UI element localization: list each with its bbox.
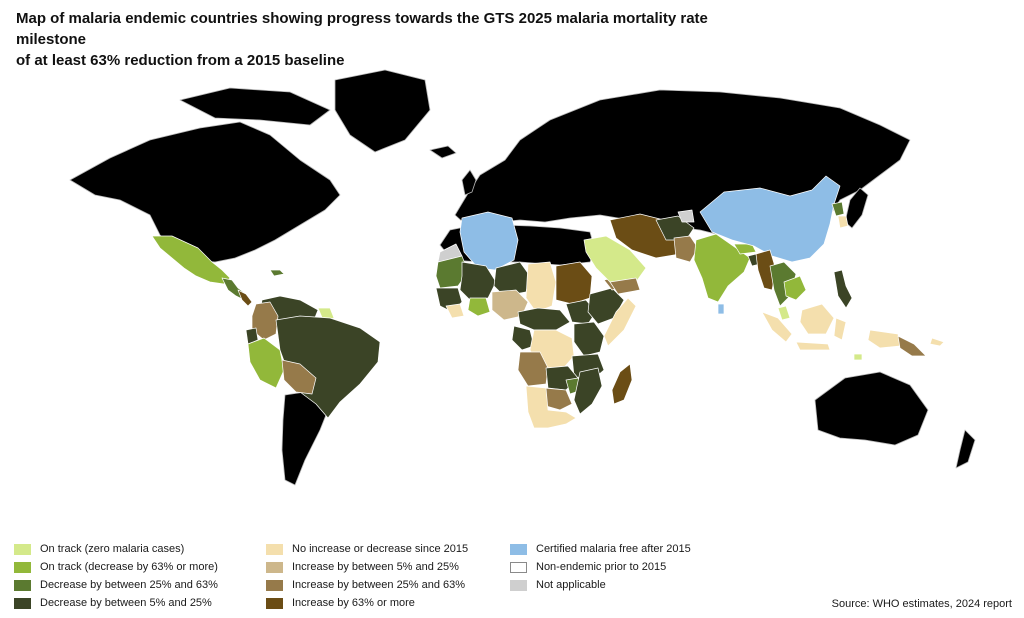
region-uganda-kenya (573, 321, 605, 357)
legend-label: No increase or decrease since 2015 (292, 543, 469, 555)
region-china (699, 175, 841, 263)
landmass-new-zealand (955, 429, 976, 469)
legend-item-zero-cases: On track (zero malaria cases) (14, 540, 218, 558)
legend-item-increase-25-63: Increase by between 25% and 63% (266, 576, 468, 594)
region-malaysia (777, 305, 791, 321)
region-korea-dprk (831, 201, 845, 217)
legend-label: Not applicable (536, 579, 606, 591)
legend-item-on-track: On track (decrease by 63% or more) (14, 558, 218, 576)
region-mauritania (435, 255, 469, 289)
map-title-line-2: of at least 63% reduction from a 2015 ba… (16, 52, 345, 69)
region-ghana-burkina (467, 297, 491, 317)
region-solomon-islands (929, 337, 945, 347)
region-indonesia-sulawesi (833, 317, 847, 341)
landmass-australia (814, 371, 929, 446)
legend-label: Certified malaria free after 2015 (536, 543, 691, 555)
region-cameroon-car (517, 307, 571, 331)
legend-label: Non-endemic prior to 2015 (536, 561, 667, 573)
legend-swatch (266, 543, 283, 555)
region-myanmar (755, 249, 777, 291)
legend-label: On track (zero malaria cases) (40, 543, 185, 555)
legend-item-decrease-5-25: Decrease by between 5% and 25% (14, 594, 218, 612)
legend-column-1: On track (zero malaria cases) On track (… (14, 540, 218, 612)
legend-swatch (510, 543, 527, 555)
region-chad (525, 261, 557, 313)
region-angola (517, 351, 549, 387)
region-bolivia-paraguay (281, 359, 317, 395)
region-timor (853, 353, 863, 361)
region-sri-lanka (717, 303, 725, 315)
region-gabon-congo (511, 325, 535, 351)
region-papua-new-guinea (897, 335, 927, 357)
region-cambodia-vietnam (783, 275, 807, 301)
region-indonesia-borneo (799, 303, 835, 335)
region-niger (493, 261, 531, 297)
legend-item-non-endemic: Non-endemic prior to 2015 (510, 558, 691, 576)
legend-item-certified-free: Certified malaria free after 2015 (510, 540, 691, 558)
legend-item-no-change: No increase or decrease since 2015 (266, 540, 468, 558)
legend-label: Increase by 63% or more (292, 597, 415, 609)
region-hispaniola (269, 269, 285, 277)
endemic-countries (151, 175, 945, 429)
map-title-line-1: Map of malaria endemic countries showing… (16, 10, 708, 48)
legend-item-increase-5-25: Increase by between 5% and 25% (266, 558, 468, 576)
legend-swatch (14, 579, 31, 591)
landmass-north-america (69, 121, 341, 263)
landmass-uk (461, 169, 477, 196)
region-peru (247, 337, 285, 389)
region-indonesia-java (795, 341, 831, 351)
legend-swatch (14, 543, 31, 555)
world-map (69, 69, 976, 486)
region-colombia (251, 301, 279, 341)
region-papua (867, 329, 901, 349)
landmass-greenland (334, 69, 431, 153)
legend-swatch (266, 579, 283, 591)
region-algeria (459, 211, 519, 271)
map-title: Map of malaria endemic countries showing… (16, 8, 776, 71)
region-sierra-leone-liberia (445, 303, 465, 319)
legend-swatch (266, 597, 283, 609)
region-mexico (151, 235, 231, 285)
legend-label: Decrease by between 5% and 25% (40, 597, 212, 609)
legend-swatch (14, 561, 31, 573)
region-tajikistan (677, 209, 695, 223)
region-indonesia-sumatra (761, 311, 793, 343)
legend-column-2: No increase or decrease since 2015 Incre… (266, 540, 468, 612)
legend-swatch (266, 561, 283, 573)
legend-label: On track (decrease by 63% or more) (40, 561, 218, 573)
region-india (693, 233, 751, 303)
region-nicaragua-panama (237, 289, 253, 307)
legend-label: Increase by between 25% and 63% (292, 579, 466, 591)
region-southern-africa (525, 385, 577, 429)
legend-item-not-applicable: Not applicable (510, 576, 691, 594)
landmass-arctic-islands (179, 87, 331, 126)
legend-item-decrease-25-63: Decrease by between 25% and 63% (14, 576, 218, 594)
legend-column-3: Certified malaria free after 2015 Non-en… (510, 540, 691, 594)
region-madagascar (611, 363, 633, 405)
region-yemen (609, 277, 641, 295)
legend: On track (zero malaria cases) On track (… (14, 540, 1014, 610)
legend-label: Increase by between 5% and 25% (292, 561, 459, 573)
legend-item-increase-63-plus: Increase by 63% or more (266, 594, 468, 612)
region-sudan (555, 261, 593, 305)
legend-label: Decrease by between 25% and 63% (40, 579, 218, 591)
region-philippines (833, 269, 853, 309)
region-zimbabwe-botswana (543, 387, 573, 411)
legend-swatch (14, 597, 31, 609)
legend-swatch (510, 561, 527, 573)
region-mozambique (573, 367, 603, 415)
legend-swatch (510, 579, 527, 591)
source-note: Source: WHO estimates, 2024 report (831, 598, 1012, 610)
landmass-iceland (429, 145, 457, 159)
region-korea-south (837, 215, 849, 229)
region-pakistan (673, 235, 699, 263)
